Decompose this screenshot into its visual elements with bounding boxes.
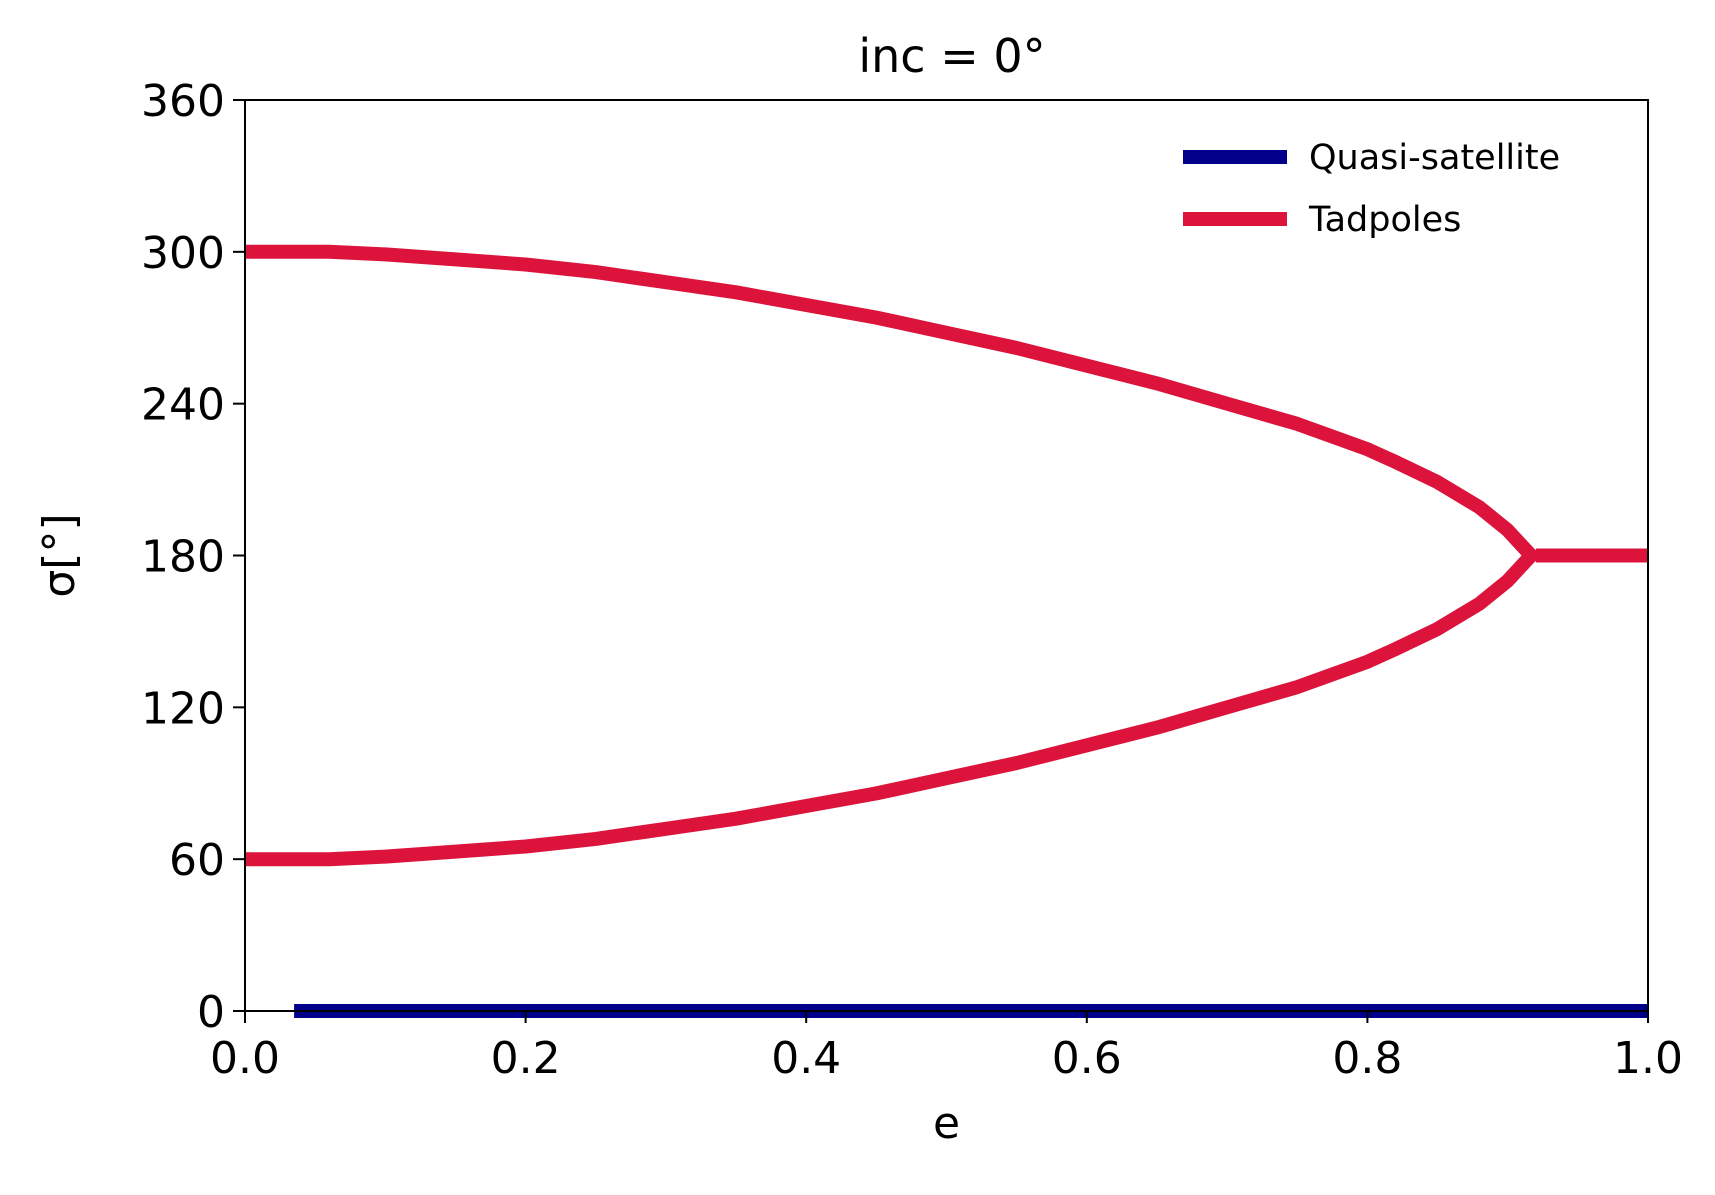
y-tick-label: 120: [141, 683, 225, 734]
tadpoles-line-1: [245, 244, 1541, 566]
legend: Quasi-satellite Tadpoles: [1183, 138, 1560, 240]
y-tick-label: 240: [141, 380, 225, 431]
x-tick-label: 1.0: [1613, 1033, 1683, 1084]
y-tick-label: 180: [141, 532, 225, 583]
x-axis-label: e: [933, 1098, 960, 1149]
y-axis-label: σ[°]: [34, 513, 85, 597]
tadpoles-line-2: [245, 545, 1541, 867]
x-tick-label: 0.0: [210, 1033, 280, 1084]
y-tick-label: 0: [197, 987, 225, 1038]
legend-label-quasi-satellite: Quasi-satellite: [1309, 138, 1560, 178]
y-axis: 0 60 120 180 240 300 360: [141, 76, 245, 1038]
y-tick-label: 300: [141, 228, 225, 279]
x-tick-label: 0.4: [771, 1033, 841, 1084]
y-tick-label: 60: [169, 835, 225, 886]
y-tick-label: 360: [141, 76, 225, 127]
legend-label-tadpoles: Tadpoles: [1308, 200, 1461, 240]
x-axis: 0.0 0.2 0.4 0.6 0.8 1.0: [210, 1011, 1683, 1084]
x-tick-label: 0.8: [1332, 1033, 1402, 1084]
chart-title: inc = 0°: [858, 29, 1045, 83]
x-tick-label: 0.6: [1052, 1033, 1122, 1084]
x-tick-label: 0.2: [491, 1033, 561, 1084]
